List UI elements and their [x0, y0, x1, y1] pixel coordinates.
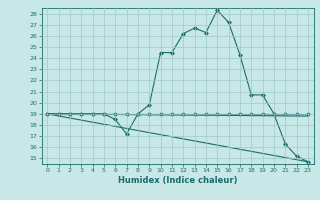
X-axis label: Humidex (Indice chaleur): Humidex (Indice chaleur) [118, 176, 237, 185]
